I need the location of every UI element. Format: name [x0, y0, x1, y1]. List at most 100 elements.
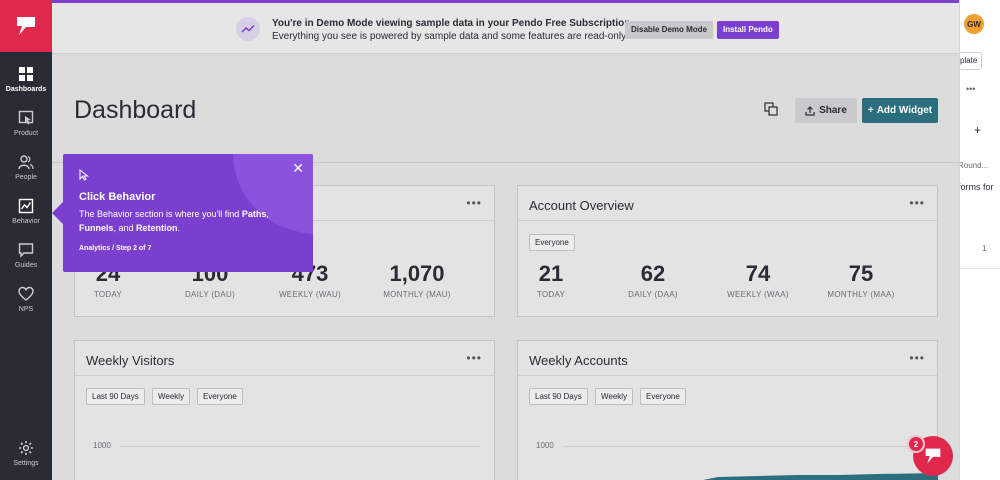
people-icon: [18, 155, 34, 170]
banner-line-2: Everything you see is powered by sample …: [272, 31, 629, 42]
grid-icon: [19, 67, 33, 81]
sidebar-item-label: NPS: [18, 306, 34, 313]
date-range-chip[interactable]: Last 90 Days: [86, 388, 145, 405]
stat-monthly: 1,070 MONTHLY (MAU): [362, 261, 472, 300]
stat-caption: MONTHLY (MAA): [827, 290, 895, 299]
stat-caption: MONTHLY (MAU): [383, 290, 451, 299]
stat-value: 1,070: [389, 261, 445, 286]
paths-term: Paths: [241, 209, 267, 219]
period-chip[interactable]: Weekly: [152, 388, 191, 405]
sidebar-item-label: Dashboards: [5, 86, 47, 93]
segment-chip[interactable]: Everyone: [197, 388, 243, 405]
card-divider: [518, 220, 937, 221]
stat-monthly: 75 MONTHLY (MAA): [806, 261, 916, 300]
sidebar-item-behavior[interactable]: Behavior: [0, 198, 52, 238]
share-label: Share: [819, 105, 847, 116]
install-pendo-button[interactable]: Install Pendo: [717, 21, 779, 39]
more-options-icon[interactable]: •••: [909, 196, 925, 210]
segment-chip[interactable]: Everyone: [529, 234, 575, 251]
round-text: Round...: [959, 161, 989, 170]
sidebar-item-label: Guides: [14, 262, 38, 269]
stat-caption: DAILY (DAA): [628, 290, 678, 299]
pendo-logo-icon: [925, 448, 941, 464]
tooltip-title: Click Behavior: [79, 191, 156, 203]
forms-text: forms for: [959, 182, 994, 192]
stat-today: 21 TODAY: [496, 261, 606, 300]
y-axis-tick: 1000: [536, 441, 554, 450]
banner-message: You're in Demo Mode viewing sample data …: [272, 17, 630, 43]
sidebar-item-guides[interactable]: Guides: [0, 242, 52, 282]
demo-mode-banner: You're in Demo Mode viewing sample data …: [52, 0, 959, 54]
stat-value: 75: [848, 261, 874, 286]
sidebar-item-nps[interactable]: NPS: [0, 286, 52, 326]
stat-caption: TODAY: [93, 290, 123, 299]
add-widget-button[interactable]: + Add Widget: [862, 98, 938, 123]
sidebar: Dashboards Product People Behavior Guide…: [0, 0, 52, 480]
pendo-logo[interactable]: [0, 0, 52, 52]
sidebar-item-label: Product: [13, 130, 39, 137]
divider: [960, 268, 1000, 269]
tooltip-body-text: The Behavior section is where you'll fin…: [79, 209, 242, 219]
close-icon[interactable]: ✕: [292, 160, 304, 176]
gridline: [563, 446, 923, 447]
tooltip-body-text: , and: [113, 223, 137, 233]
sidebar-item-settings[interactable]: Settings: [0, 440, 52, 480]
template-button[interactable]: plate: [960, 52, 982, 70]
date-range-chip[interactable]: Last 90 Days: [529, 388, 588, 405]
sidebar-item-product[interactable]: Product: [0, 110, 52, 150]
banner-line-1: You're in Demo Mode viewing sample data …: [272, 18, 631, 29]
more-options-icon[interactable]: •••: [909, 351, 925, 365]
chat-icon: [18, 243, 34, 258]
disable-demo-mode-button[interactable]: Disable Demo Mode: [625, 21, 714, 39]
avatar[interactable]: GW: [964, 14, 984, 34]
card-title: Weekly Accounts: [529, 353, 628, 368]
plus-icon[interactable]: +: [974, 123, 982, 137]
sidebar-item-label: Settings: [13, 460, 39, 467]
gear-icon: [19, 441, 33, 455]
copy-icon[interactable]: [764, 102, 778, 116]
sidebar-item-label: People: [15, 174, 37, 181]
notification-badge: 2: [907, 435, 925, 453]
divider: [52, 162, 959, 163]
stat-value: 21: [538, 261, 564, 286]
more-options-icon[interactable]: •••: [966, 84, 976, 94]
card-title: Weekly Visitors: [86, 353, 175, 368]
stat-weekly: 74 WEEKLY (WAA): [703, 261, 813, 300]
page-title: Dashboard: [74, 96, 197, 124]
period-chip[interactable]: Weekly: [595, 388, 634, 405]
tooltip-body: The Behavior section is where you'll fin…: [79, 207, 299, 235]
tooltip-body-text: ,: [266, 209, 269, 219]
add-widget-label: Add Widget: [876, 105, 933, 116]
y-axis-tick: 1000: [93, 441, 111, 450]
guide-tooltip: ✕ Click Behavior The Behavior section is…: [63, 154, 313, 272]
stat-caption: DAILY (DAU): [184, 290, 236, 299]
card-title: Account Overview: [529, 198, 634, 213]
weekly-visitors-card: Weekly Visitors ••• Last 90 Days Weekly …: [74, 340, 495, 480]
weekly-accounts-card: Weekly Accounts ••• Last 90 Days Weekly …: [517, 340, 938, 480]
comment-count: 1: [982, 244, 987, 253]
sidebar-item-dashboards[interactable]: Dashboards: [0, 66, 52, 106]
sidebar-item-label: Behavior: [12, 218, 40, 225]
sidebar-item-people[interactable]: People: [0, 154, 52, 194]
product-icon: [18, 110, 34, 125]
stat-value: 74: [745, 261, 771, 286]
stat-caption: WEEKLY (WAA): [727, 290, 789, 299]
share-icon: [805, 105, 815, 116]
trend-icon: [236, 17, 260, 41]
heart-icon: [18, 286, 34, 301]
card-divider: [518, 375, 937, 376]
card-divider: [75, 375, 494, 376]
tooltip-step: Analytics / Step 2 of 7: [79, 245, 152, 252]
more-options-icon[interactable]: •••: [466, 196, 482, 210]
stat-value: 62: [640, 261, 666, 286]
share-button[interactable]: Share: [795, 98, 857, 123]
tooltip-body-text: .: [177, 223, 181, 233]
right-panel: plate ••• + Round... forms for 1: [959, 0, 1000, 480]
pendo-logo-icon: [17, 17, 35, 35]
chart-icon: [18, 198, 34, 214]
tooltip-arrow: [52, 202, 63, 224]
stat-caption: WEEKLY (WAU): [278, 290, 342, 299]
segment-chip[interactable]: Everyone: [640, 388, 686, 405]
more-options-icon[interactable]: •••: [466, 351, 482, 365]
cursor-icon: [79, 169, 89, 181]
